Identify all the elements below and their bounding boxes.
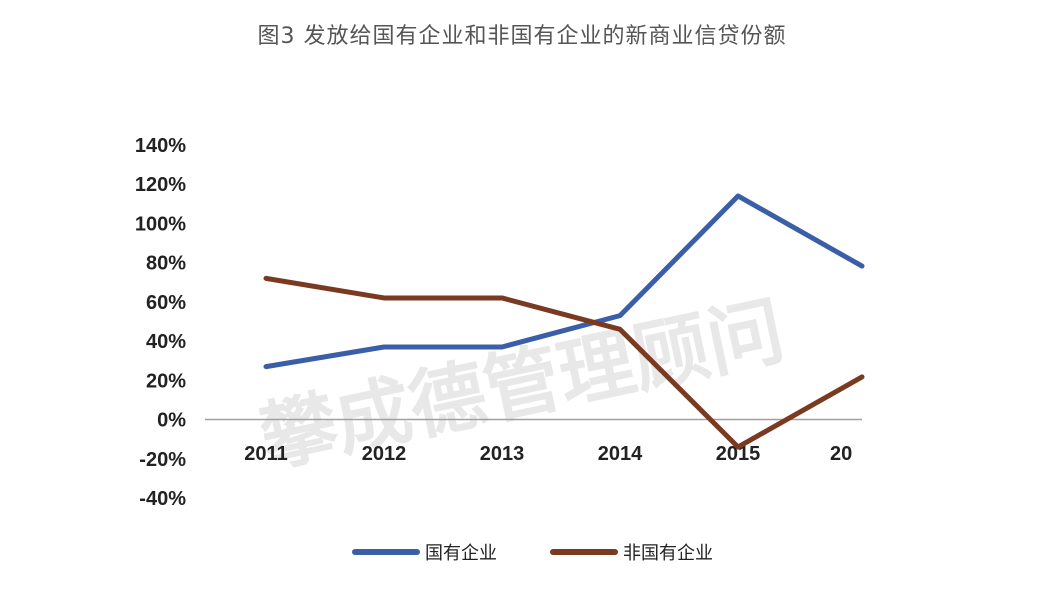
legend-label: 国有企业 [425,543,497,564]
x-tick-label: 2011 [244,443,287,465]
y-tick-label: 60% [146,292,186,314]
y-tick-label: 140% [135,135,186,157]
y-tick-label: 80% [146,253,186,275]
series-line-soe [263,193,865,370]
legend: 国有企业 非国有企业 [352,543,713,564]
y-tick-label: -40% [139,488,186,510]
y-axis: 140% 120% 100% 80% 60% 40% 20% 0% -20% -40% [135,135,186,510]
x-tick-label: 2015 [716,443,761,465]
x-tick-label: 2014 [598,443,643,465]
series-line-non-soe [263,275,865,450]
y-tick-label: 20% [146,370,186,392]
y-tick-label: 40% [146,331,186,353]
x-axis: 2011 2012 2013 2014 2015 20 [244,443,852,465]
legend-label: 非国有企业 [623,543,713,564]
page-title: 图3 发放给国有企业和非国有企业的新商业信贷份额 [257,24,787,49]
y-tick-label: 100% [135,213,186,235]
y-tick-label: 0% [157,410,186,432]
y-tick-label: -20% [139,449,186,471]
x-tick-label: 20 [830,443,852,465]
y-tick-label: 120% [135,174,186,196]
x-tick-label: 2012 [362,443,407,465]
series-group [263,193,865,450]
x-tick-label: 2013 [480,443,525,465]
